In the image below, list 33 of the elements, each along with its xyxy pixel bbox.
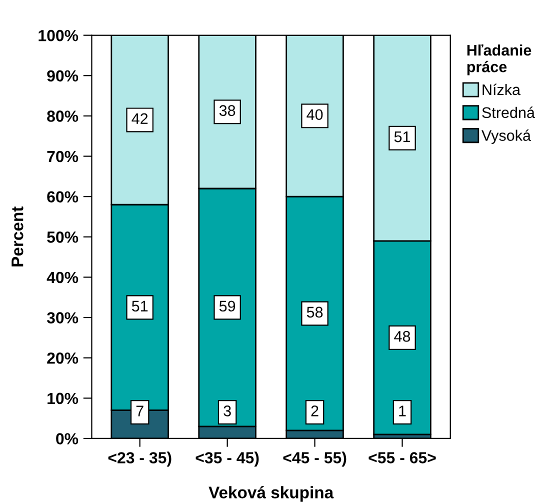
data-label: 1 xyxy=(399,406,406,416)
y-tick-label: 60% xyxy=(47,191,78,203)
data-label: 59 xyxy=(219,300,236,312)
y-tick-label: 70% xyxy=(47,150,78,162)
y-tick-label: 80% xyxy=(47,110,78,122)
data-label: 48 xyxy=(394,330,410,342)
x-tick-label: <45 - 55) xyxy=(283,452,346,467)
data-label: 2 xyxy=(311,406,318,416)
legend-title: Hľadanie práce xyxy=(467,44,532,76)
data-label: 58 xyxy=(306,306,323,318)
y-tick-label: 90% xyxy=(47,70,78,82)
y-tick-label: 40% xyxy=(46,272,78,284)
x-tick-label: <55 - 65> xyxy=(368,452,436,464)
data-label: 51 xyxy=(394,132,410,142)
data-label: 42 xyxy=(132,113,148,124)
x-tick-label: <23 - 35) xyxy=(108,452,172,467)
y-tick-label: 10% xyxy=(48,392,78,404)
x-axis-title: Veková skupina xyxy=(208,486,334,502)
legend-label: Stredná xyxy=(482,106,535,118)
data-label: 3 xyxy=(224,406,231,416)
y-tick-label: 20% xyxy=(47,352,78,364)
y-axis-title: Percent xyxy=(12,206,24,266)
x-tick-label: <35 - 45) xyxy=(196,452,259,467)
y-tick-label: 100% xyxy=(38,30,78,42)
data-label: 51 xyxy=(132,300,148,312)
data-label: 7 xyxy=(136,406,144,416)
y-tick-label: 30% xyxy=(46,312,78,324)
data-label: 38 xyxy=(219,105,236,116)
legend-label: Vysoká xyxy=(482,130,531,144)
y-tick-label: 0% xyxy=(56,433,78,444)
y-tick-label: 50% xyxy=(47,232,78,243)
data-label: 40 xyxy=(306,109,323,120)
legend-label: Nízka xyxy=(482,84,520,96)
